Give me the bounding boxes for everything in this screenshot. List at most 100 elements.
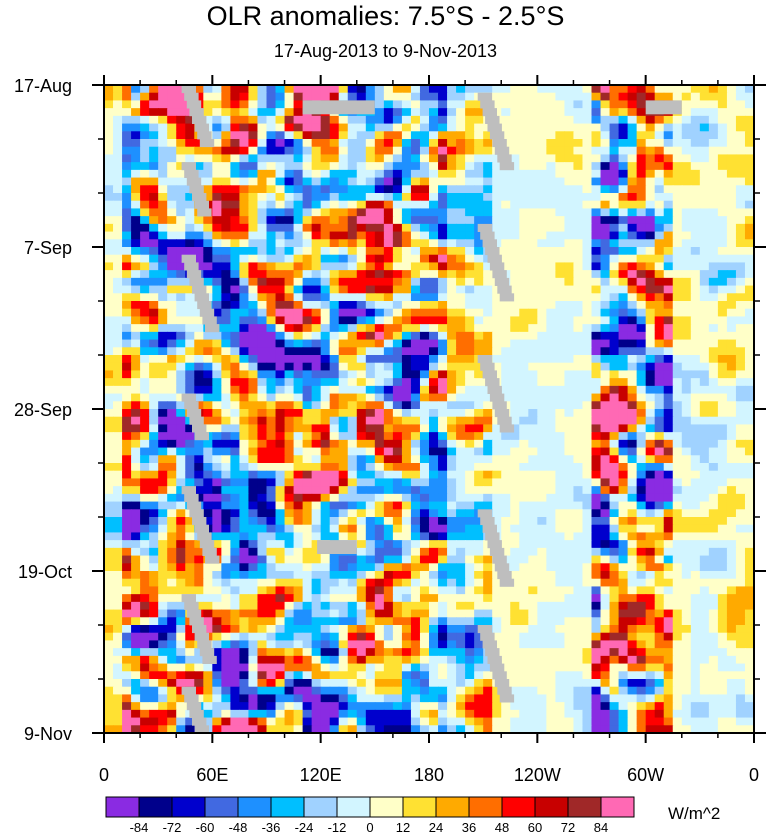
heatmap-cell — [194, 239, 204, 248]
heatmap-cell — [113, 501, 123, 510]
heatmap-cell — [248, 586, 259, 595]
heatmap-cell — [591, 146, 602, 156]
heatmap-cell — [158, 416, 168, 426]
heatmap-cell — [212, 231, 222, 240]
heatmap-cell — [519, 370, 529, 379]
heatmap-cell — [492, 216, 502, 225]
heatmap-cell — [356, 270, 367, 279]
heatmap-cell — [645, 586, 656, 595]
heatmap-cell — [293, 424, 304, 433]
heatmap-cell — [663, 424, 674, 433]
heatmap-cell — [690, 115, 701, 125]
heatmap-cell — [356, 385, 367, 395]
heatmap-cell — [546, 247, 556, 256]
heatmap-cell — [302, 247, 313, 256]
heatmap-cell — [672, 524, 683, 534]
heatmap-cell — [419, 439, 430, 449]
heatmap-cell — [320, 362, 331, 372]
heatmap-cell — [528, 393, 538, 402]
heatmap-cell — [573, 108, 584, 117]
heatmap-cell — [149, 115, 159, 125]
heatmap-cell — [347, 85, 358, 94]
heatmap-cell — [230, 324, 241, 333]
heatmap-cell — [681, 563, 692, 572]
heatmap-cell — [654, 331, 665, 341]
heatmap-cell — [383, 169, 394, 179]
heatmap-cell — [744, 586, 755, 595]
heatmap-cell — [537, 447, 547, 456]
heatmap-cell — [374, 571, 385, 580]
heatmap-cell — [618, 324, 629, 333]
heatmap-cell — [609, 115, 620, 125]
heatmap-cell — [140, 463, 150, 472]
heatmap-cell — [573, 447, 584, 456]
heatmap-cell — [167, 108, 177, 117]
heatmap-cell — [654, 131, 665, 140]
heatmap-cell — [654, 123, 665, 132]
heatmap-cell — [528, 455, 538, 464]
heatmap-cell — [122, 100, 132, 109]
heatmap-cell — [185, 478, 195, 487]
heatmap-cell — [356, 455, 367, 464]
heatmap-cell — [167, 162, 177, 171]
heatmap-cell — [672, 509, 683, 518]
heatmap-cell — [735, 339, 746, 348]
heatmap-cell — [600, 339, 611, 348]
heatmap-cell — [113, 285, 123, 294]
heatmap-cell — [627, 108, 638, 117]
heatmap-cell — [672, 409, 683, 418]
heatmap-cell — [591, 493, 602, 503]
heatmap-cell — [257, 532, 268, 541]
heatmap-cell — [474, 385, 484, 395]
heatmap-cell — [618, 439, 629, 449]
heatmap-cell — [510, 347, 520, 356]
heatmap-cell — [564, 470, 575, 480]
heatmap-cell — [474, 254, 484, 264]
heatmap-cell — [663, 131, 674, 140]
heatmap-cell — [383, 293, 394, 302]
heatmap-cell — [419, 301, 430, 310]
heatmap-cell — [320, 470, 331, 480]
heatmap-cell — [266, 331, 277, 341]
heatmap-cell — [492, 339, 502, 348]
heatmap-cell — [627, 239, 638, 248]
heatmap-cell — [257, 208, 268, 217]
heatmap-cell — [401, 254, 412, 264]
heatmap-cell — [438, 447, 448, 456]
heatmap-cell — [501, 208, 511, 217]
heatmap-cell — [618, 223, 629, 233]
heatmap-cell — [356, 177, 367, 186]
heatmap-cell — [717, 200, 728, 210]
heatmap-cell — [537, 254, 547, 264]
heatmap-cell — [726, 339, 737, 348]
heatmap-cell — [582, 509, 593, 518]
heatmap-cell — [510, 162, 520, 171]
heatmap-cell — [113, 571, 123, 580]
heatmap-cell — [356, 162, 367, 171]
heatmap-cell — [627, 594, 638, 603]
heatmap-cell — [438, 478, 448, 487]
heatmap-cell — [690, 532, 701, 541]
heatmap-cell — [618, 169, 629, 179]
heatmap-cell — [636, 571, 647, 580]
heatmap-cell — [194, 324, 204, 333]
heatmap-cell — [230, 370, 241, 379]
heatmap-cell — [636, 92, 647, 102]
heatmap-cell — [311, 409, 322, 418]
heatmap-cell — [275, 578, 286, 588]
heatmap-cell — [456, 247, 466, 256]
heatmap-cell — [383, 609, 394, 618]
heatmap-cell — [140, 169, 150, 179]
heatmap-cell — [672, 486, 683, 495]
heatmap-cell — [456, 478, 466, 487]
heatmap-cell — [140, 293, 150, 302]
heatmap-cell — [185, 463, 195, 472]
heatmap-cell — [167, 532, 177, 541]
heatmap-cell — [582, 339, 593, 348]
heatmap-cell — [564, 169, 575, 179]
heatmap-cell — [167, 316, 177, 325]
heatmap-cell — [537, 308, 547, 318]
heatmap-cell — [410, 501, 421, 510]
heatmap-cell — [329, 617, 340, 626]
heatmap-cell — [392, 92, 403, 102]
